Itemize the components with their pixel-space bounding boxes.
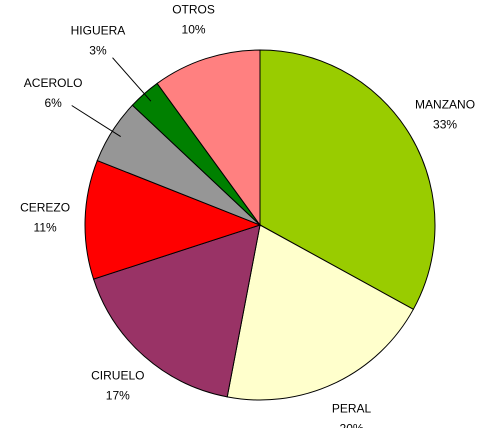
slice-label: ACEROLO — [24, 76, 83, 90]
slice-label: HIGUERA — [71, 23, 126, 37]
slice-value-label: 33% — [433, 118, 457, 132]
pie-slice — [84, 159, 262, 280]
slice-label: PERAL — [332, 402, 372, 416]
slice-label: OTROS — [172, 3, 215, 17]
slice-value-label: 17% — [106, 388, 130, 402]
slice-value-label: 20% — [340, 422, 364, 428]
slice-value-label: 11% — [34, 220, 57, 234]
slice-label: CEREZO — [20, 200, 70, 214]
leader-line — [71, 105, 121, 138]
slice-value-label: 10% — [182, 23, 206, 37]
leader-line — [112, 57, 152, 102]
slice-value-label: 3% — [89, 43, 107, 57]
slice-label: MANZANO — [415, 98, 475, 112]
pie-slice — [156, 49, 261, 227]
slice-value-label: 6% — [44, 96, 62, 110]
pie-slice — [226, 224, 415, 401]
pie-slice — [259, 49, 436, 310]
pie-slice — [92, 224, 261, 398]
slice-label: CIRUELO — [91, 368, 144, 382]
